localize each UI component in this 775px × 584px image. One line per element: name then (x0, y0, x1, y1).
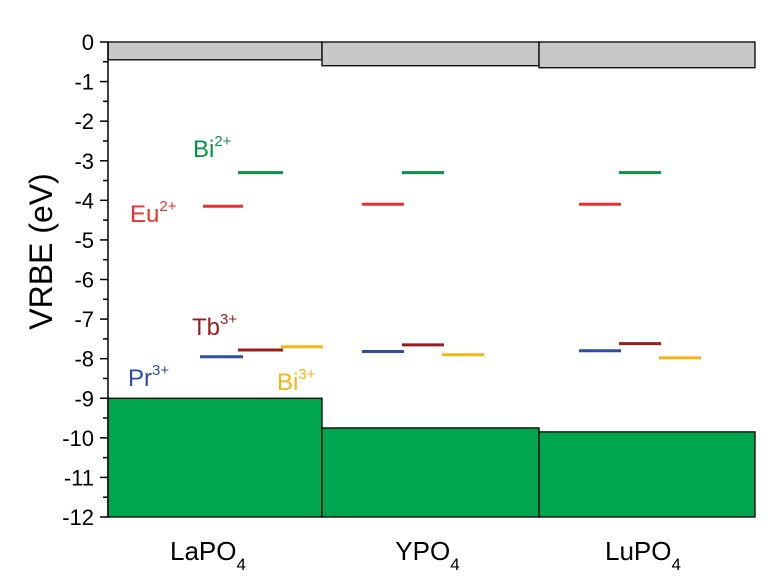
ion-levels (200, 171, 701, 360)
category-labels: LaPO4 YPO4 LuPO4 (170, 536, 681, 574)
category-label: YPO4 (395, 536, 459, 574)
conduction-band-bar (321, 41, 540, 67)
category-label: LaPO4 (170, 536, 246, 574)
ion-label: Tb3+ (192, 311, 237, 341)
ion-label: Bi2+ (193, 133, 232, 163)
y-tick-label: 0 (82, 30, 94, 55)
y-tick-label: -3 (74, 149, 94, 174)
y-axis-title: VRBE (eV) (23, 173, 59, 329)
y-tick-label: -5 (74, 228, 94, 253)
y-tick-label: -11 (64, 465, 94, 490)
y-tick-label: -2 (74, 109, 94, 134)
conduction-bands (107, 41, 756, 69)
ion-label: Eu2+ (130, 198, 177, 228)
valence-band-bar (321, 427, 540, 518)
y-tick-label: -8 (74, 347, 94, 372)
valence-band-bar (538, 431, 756, 518)
y-tick-label: -6 (74, 268, 94, 293)
conduction-band-bar (107, 41, 323, 61)
y-tick-label: -10 (62, 426, 94, 451)
ion-label: Bi3+ (277, 366, 316, 396)
y-tick-label: -4 (74, 188, 94, 213)
ion-label: Pr3+ (128, 362, 169, 392)
y-axis: 0 -1 -2 -3 -4 -5 -6 -7 -8 -9 -10 -11 -12 (62, 30, 109, 530)
conduction-band-bar (538, 41, 756, 69)
valence-band-bar (107, 397, 323, 518)
y-tick-label: -7 (74, 307, 94, 332)
y-tick-label: -1 (74, 70, 94, 95)
y-tick-label: -12 (62, 505, 94, 530)
ion-labels: Bi2+ Eu2+ Tb3+ Pr3+ Bi3+ (128, 133, 316, 396)
category-label: LuPO4 (605, 536, 681, 574)
y-tick-label: -9 (74, 386, 94, 411)
valence-bands (107, 397, 756, 518)
